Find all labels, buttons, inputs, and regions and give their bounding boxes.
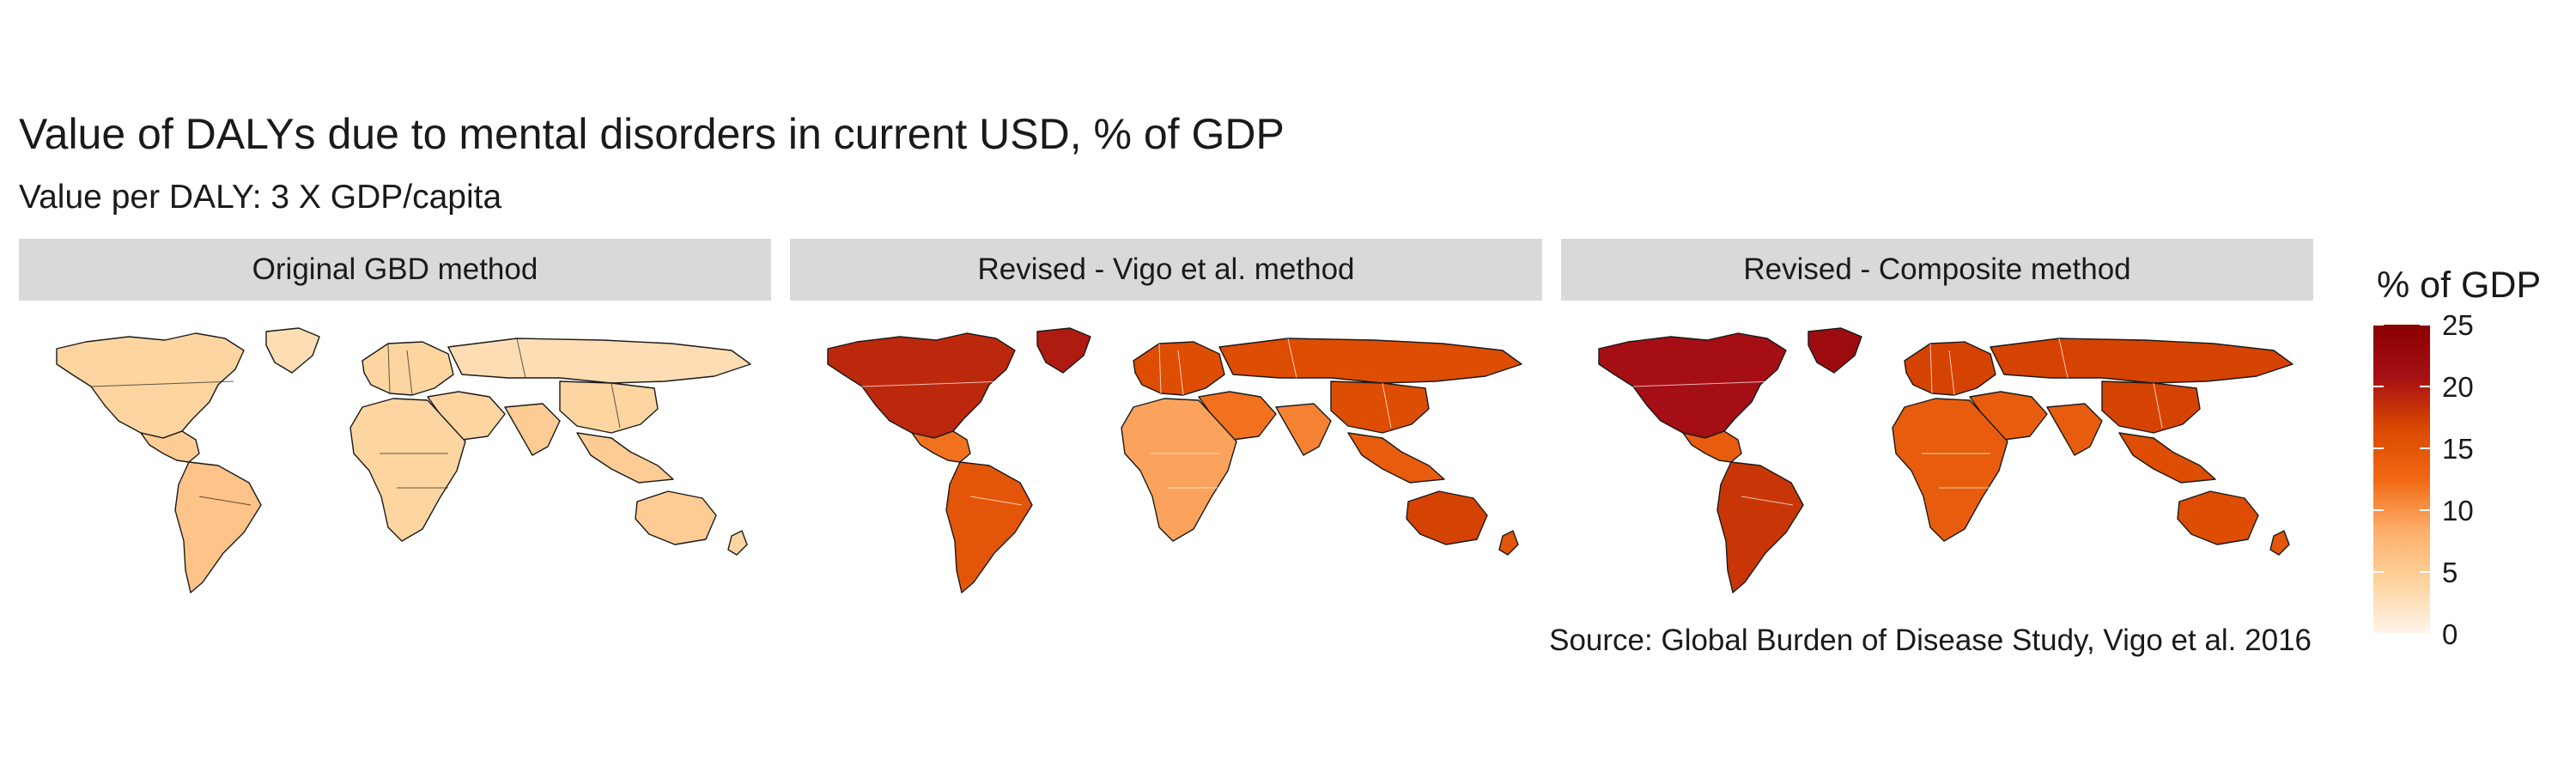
country-border	[2058, 338, 2069, 379]
legend-tick-label: 15	[2442, 433, 2474, 465]
region-australia	[1406, 490, 1488, 545]
country-border	[1158, 343, 1162, 394]
region-south-asia	[504, 403, 561, 456]
country-border	[969, 496, 1023, 506]
facet-label: Revised - Composite method	[1743, 253, 2131, 286]
region-russia	[1990, 338, 2293, 384]
chart-title: Value of DALYs due to mental disorders i…	[19, 110, 1285, 158]
country-border	[406, 350, 413, 396]
region-south-america	[174, 461, 262, 593]
region-greenland	[1807, 327, 1862, 374]
country-border	[90, 380, 234, 387]
country-border	[1382, 382, 1392, 429]
country-border	[861, 380, 1005, 387]
region-south-asia	[1275, 403, 1332, 456]
region-south-asia	[2046, 403, 2103, 456]
region-north-america	[1598, 332, 1787, 439]
region-north-america	[56, 332, 245, 439]
region-south-america	[945, 461, 1033, 593]
region-africa	[1121, 398, 1237, 542]
region-new-zealand	[1498, 530, 1519, 556]
chart-subtitle: Value per DALY: 3 X GDP/capita	[19, 179, 502, 216]
region-africa	[1892, 398, 2008, 542]
region-europe	[361, 341, 454, 396]
country-border	[1741, 496, 1794, 506]
region-southeast-asia	[1347, 432, 1445, 484]
region-latin-america	[140, 430, 200, 463]
facet-strip: Revised - Composite method	[1561, 239, 2313, 301]
legend-tick-label: 25	[2442, 309, 2474, 341]
legend-tick-label: 20	[2442, 371, 2474, 403]
region-southeast-asia	[2118, 432, 2216, 484]
country-border	[387, 343, 391, 394]
world-map	[827, 327, 1522, 593]
region-latin-america	[1682, 430, 1742, 463]
region-new-zealand	[2269, 530, 2290, 556]
facet-strip: Revised - Vigo et al. method	[790, 239, 1542, 301]
country-border	[198, 496, 252, 506]
region-north-america	[827, 332, 1016, 439]
country-border	[1929, 343, 1933, 394]
world-map	[56, 327, 751, 593]
region-east-asia	[559, 380, 659, 434]
legend-colorbar: 25 20 15 10 5 0	[2373, 309, 2474, 650]
region-europe	[1904, 341, 1996, 396]
panel-original-gbd: Original GBD method	[19, 239, 771, 610]
facet-strip: Original GBD method	[19, 239, 771, 301]
legend-tick-label: 5	[2442, 557, 2458, 588]
region-east-asia	[2101, 380, 2201, 434]
region-greenland	[265, 327, 320, 374]
legend-tick-label: 10	[2442, 495, 2474, 526]
region-south-america	[1716, 461, 1804, 593]
country-border	[1287, 338, 1297, 379]
country-border	[1177, 350, 1184, 396]
region-east-asia	[1330, 380, 1430, 434]
region-australia	[2177, 490, 2259, 545]
country-border	[2153, 382, 2163, 429]
region-greenland	[1036, 327, 1091, 374]
world-map	[1598, 327, 2293, 593]
colorbar-gradient	[2373, 325, 2430, 634]
region-russia	[1218, 338, 1522, 384]
region-southeast-asia	[576, 432, 674, 484]
country-border	[516, 338, 526, 379]
region-europe	[1133, 341, 1225, 396]
country-border	[611, 382, 621, 429]
country-border	[1948, 350, 1955, 396]
color-legend: % of GDP 25 20 15 10 5 0	[2353, 265, 2559, 660]
facet-label: Original GBD method	[252, 253, 538, 286]
legend-title: % of GDP	[2377, 265, 2542, 306]
panel-composite-method: Revised - Composite method	[1561, 239, 2313, 610]
region-new-zealand	[727, 530, 748, 556]
region-latin-america	[911, 430, 971, 463]
region-russia	[447, 338, 751, 384]
legend-tick-label: 0	[2442, 618, 2458, 650]
region-africa	[349, 398, 466, 542]
source-caption: Source: Global Burden of Disease Study, …	[1549, 624, 2312, 657]
region-australia	[635, 490, 717, 545]
panel-vigo-method: Revised - Vigo et al. method	[790, 239, 1542, 610]
facet-label: Revised - Vigo et al. method	[977, 253, 1355, 286]
country-border	[1632, 380, 1777, 387]
